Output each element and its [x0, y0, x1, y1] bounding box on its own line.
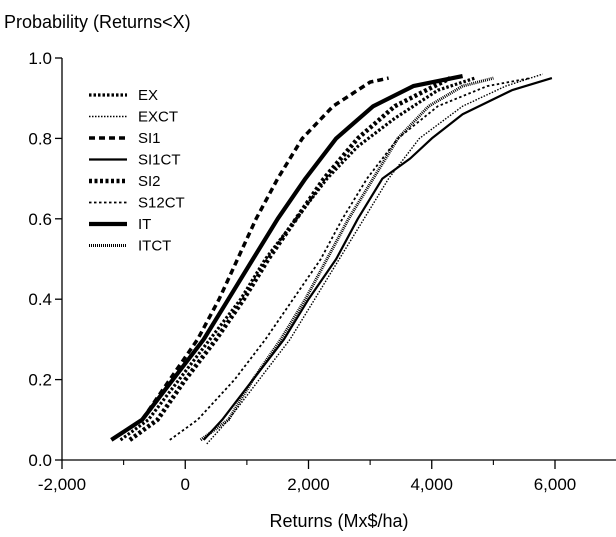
- x-tick-label: 0: [181, 475, 190, 494]
- x-ticks: -2,000 0 2,000 4,000 6,000: [38, 460, 576, 494]
- legend-label-si2: SI2: [138, 173, 161, 190]
- y-tick-label: 0.8: [28, 129, 52, 148]
- series-line-ex: [119, 76, 476, 442]
- x-tick-label: 2,000: [287, 475, 330, 494]
- x-axis-title: Returns (Mx$/ha): [269, 511, 408, 531]
- x-tick-label: 6,000: [534, 475, 577, 494]
- legend: EX EXCT SI1 SI1CT SI2 S12CT IT ITCT: [89, 87, 185, 255]
- y-axis-title: Probability (Returns<X): [4, 12, 191, 32]
- series-line-it: [110, 74, 464, 442]
- legend-label-si1: SI1: [138, 130, 161, 147]
- legend-label-ex: EX: [138, 87, 158, 104]
- series-line-exct: [206, 73, 543, 445]
- y-tick-label: 1.0: [28, 49, 52, 68]
- legend-label-si1ct: SI1CT: [138, 152, 181, 169]
- series-line-si1ct: [202, 77, 553, 441]
- y-ticks: 0.0 0.2 0.4 0.6 0.8 1.0: [28, 49, 62, 470]
- legend-label-it: IT: [138, 216, 151, 233]
- y-tick-label: 0.6: [28, 210, 52, 229]
- series-line-s12ct: [169, 77, 531, 441]
- x-tick-label: 4,000: [410, 475, 453, 494]
- legend-label-s12ct: S12CT: [138, 195, 185, 212]
- series-line-si2: [128, 76, 452, 442]
- series-lines: [110, 73, 553, 445]
- y-tick-label: 0.0: [28, 451, 52, 470]
- y-tick-label: 0.4: [28, 290, 52, 309]
- legend-label-exct: EXCT: [138, 109, 178, 126]
- y-tick-label: 0.2: [28, 371, 52, 390]
- x-tick-label: -2,000: [38, 475, 86, 494]
- series-line-itct: [199, 76, 494, 442]
- legend-label-itct: ITCT: [138, 238, 171, 255]
